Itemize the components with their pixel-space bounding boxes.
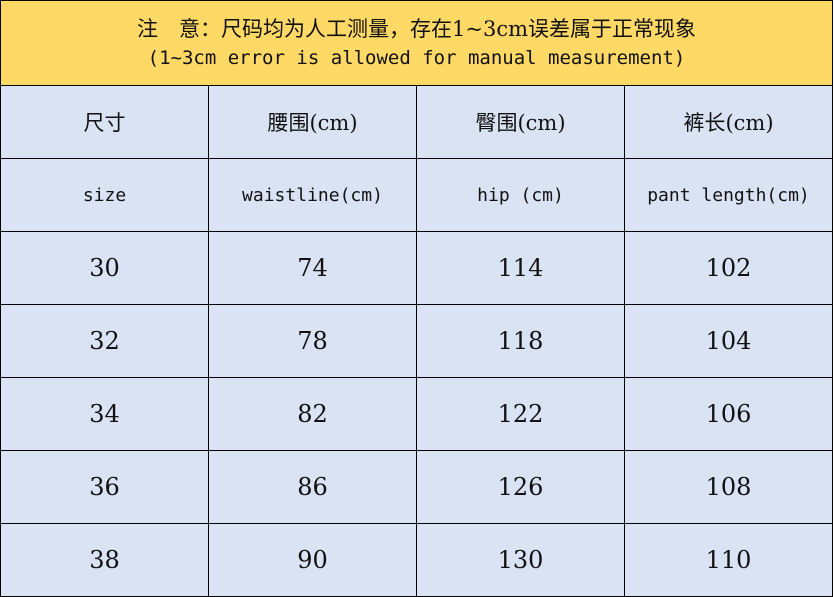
table-cell: 104 bbox=[624, 304, 833, 378]
table-cell: 130 bbox=[416, 523, 625, 597]
table-row: 30 74 114 102 bbox=[0, 231, 833, 305]
header-cell: pant length(cm) bbox=[624, 158, 833, 232]
table-cell: 106 bbox=[624, 377, 833, 451]
table-cell: 32 bbox=[0, 304, 209, 378]
table-cell: 38 bbox=[0, 523, 209, 597]
header-cell: 裤长(cm) bbox=[624, 86, 833, 159]
table-cell: 118 bbox=[416, 304, 625, 378]
table-cell: 30 bbox=[0, 231, 209, 305]
table-cell: 114 bbox=[416, 231, 625, 305]
table-cell: 90 bbox=[208, 523, 417, 597]
note-chinese: 注 意：尺码均为人工测量，存在1~3cm误差属于正常现象 bbox=[137, 17, 696, 41]
table-row: 38 90 130 110 bbox=[0, 523, 833, 597]
header-cell: 尺寸 bbox=[0, 86, 209, 159]
table-cell: 108 bbox=[624, 450, 833, 524]
table-cell: 126 bbox=[416, 450, 625, 524]
table-cell: 74 bbox=[208, 231, 417, 305]
table-cell: 110 bbox=[624, 523, 833, 597]
header-cell: hip (cm) bbox=[416, 158, 625, 232]
header-cell: waistline(cm) bbox=[208, 158, 417, 232]
table-cell: 122 bbox=[416, 377, 625, 451]
measurement-note: 注 意：尺码均为人工测量，存在1~3cm误差属于正常现象 (1~3cm erro… bbox=[1, 1, 832, 86]
header-cell: 臀围(cm) bbox=[416, 86, 625, 159]
table-cell: 82 bbox=[208, 377, 417, 451]
table-row: 36 86 126 108 bbox=[0, 450, 833, 524]
table-cell: 36 bbox=[0, 450, 209, 524]
note-english: (1~3cm error is allowed for manual measu… bbox=[147, 47, 686, 69]
table-row: 32 78 118 104 bbox=[0, 304, 833, 378]
table-cell: 102 bbox=[624, 231, 833, 305]
header-cell: size bbox=[0, 158, 209, 232]
header-row-chinese: 尺寸 腰围(cm) 臀围(cm) 裤长(cm) bbox=[0, 86, 833, 159]
size-table: 尺寸 腰围(cm) 臀围(cm) 裤长(cm) size waistline(c… bbox=[0, 86, 833, 597]
table-cell: 34 bbox=[0, 377, 209, 451]
header-cell: 腰围(cm) bbox=[208, 86, 417, 159]
header-row-english: size waistline(cm) hip (cm) pant length(… bbox=[0, 158, 833, 232]
table-row: 34 82 122 106 bbox=[0, 377, 833, 451]
table-cell: 78 bbox=[208, 304, 417, 378]
table-cell: 86 bbox=[208, 450, 417, 524]
